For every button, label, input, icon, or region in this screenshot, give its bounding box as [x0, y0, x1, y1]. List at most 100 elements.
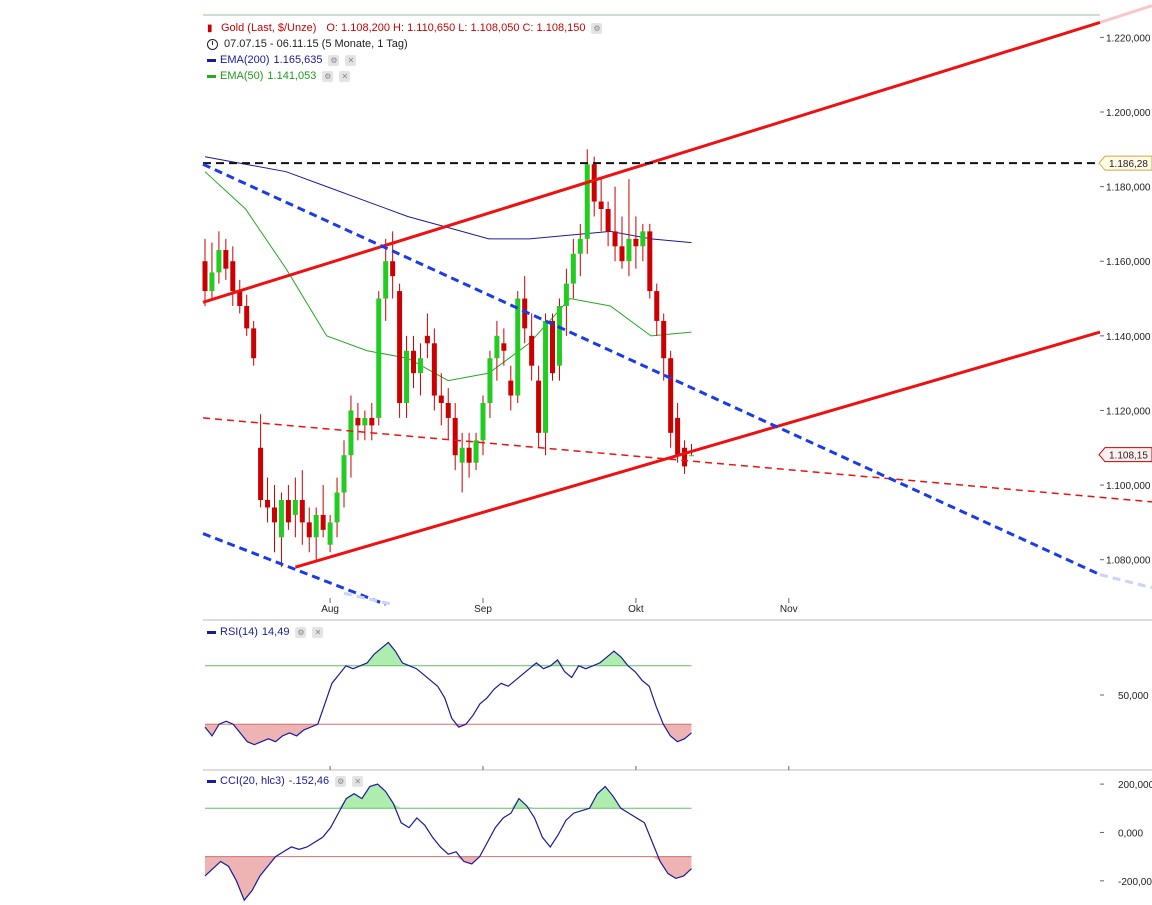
candle-body [501, 343, 507, 351]
candle-body [480, 403, 486, 441]
cci-name: CCI(20, hlc3) [220, 775, 285, 787]
candle-body [612, 231, 618, 247]
price-tag [1098, 155, 1152, 171]
candle-body [661, 320, 667, 359]
candle-body [598, 201, 604, 209]
candle-body [584, 164, 590, 239]
downtrend-channel-lower-extension [343, 591, 393, 606]
candle-body [417, 358, 423, 374]
close-icon[interactable]: ✕ [345, 54, 357, 66]
cci-legend: CCI(20, hlc3) -.152,46 ⚙ ✕ [207, 773, 364, 789]
x-tick-label: Sep [474, 604, 492, 615]
close-icon[interactable]: ✕ [339, 70, 351, 82]
cci-line [204, 783, 692, 902]
settings-gear-icon[interactable]: ⚙ [335, 775, 347, 787]
settings-gear-icon[interactable]: ⚙ [591, 22, 603, 34]
y-tick-label: 1.140,000 [1106, 332, 1151, 343]
ema200-line [204, 156, 692, 244]
candle-body [431, 343, 437, 396]
candle-body [202, 261, 208, 292]
candle-body [494, 335, 500, 359]
y-tick-label: 1.180,000 [1106, 183, 1151, 194]
close-icon[interactable]: ✕ [312, 626, 324, 638]
ema200-swatch [207, 58, 216, 62]
rsi-y-tick-label: 50,000 [1118, 691, 1149, 702]
candle-body [278, 500, 284, 538]
candle-body [369, 417, 375, 426]
candle-body [397, 291, 403, 403]
candle-body [605, 209, 611, 232]
candle-body [299, 500, 305, 523]
candle-body [313, 514, 319, 538]
y-tick-label: 1.120,000 [1106, 406, 1151, 417]
candle-body [473, 440, 479, 463]
candle-body [355, 417, 361, 426]
y-tick-label: 1.220,000 [1106, 33, 1151, 44]
legend-ohlc: O: 1.108,200 H: 1.110,650 L: 1.108,050 C… [326, 22, 586, 34]
candle-body [362, 417, 368, 426]
settings-gear-icon[interactable]: ⚙ [295, 626, 307, 638]
legend-ema200: EMA(200) [220, 54, 270, 66]
candle-body [411, 350, 416, 374]
candle-body [424, 335, 430, 344]
candle-body [223, 250, 229, 269]
candle-body [452, 417, 458, 456]
candle-body [306, 522, 312, 538]
price-tag-label: 1.186,28 [1109, 159, 1148, 170]
downtrend-channel-upper-extension [1099, 573, 1152, 590]
legend-ema50-value: 1.141,053 [267, 70, 317, 82]
candle-body [529, 335, 535, 366]
settings-gear-icon[interactable]: ⚙ [322, 70, 334, 82]
candle-body [508, 380, 514, 396]
rsi-line [204, 641, 692, 746]
legend-ema200-value: 1.165,635 [273, 54, 323, 66]
ema50-swatch [207, 74, 216, 78]
rsi-name: RSI(14) [220, 626, 258, 638]
main-legend: ▮ Gold (Last, $/Unze) O: 1.108,200 H: 1.… [207, 20, 603, 84]
x-tick-label: Okt [628, 604, 644, 615]
cci-value: -.152,46 [288, 775, 330, 787]
candle-body [577, 238, 583, 254]
candle-body [237, 291, 243, 306]
price-tag [1098, 447, 1152, 463]
settings-gear-icon[interactable]: ⚙ [328, 54, 340, 66]
candle-body [445, 403, 451, 418]
x-tick-label: Aug [321, 604, 339, 615]
legend-period-row: 07.07.15 - 06.11.15 (5 Monate, 1 Tag) [207, 36, 602, 52]
candle-body [320, 514, 326, 530]
close-icon[interactable]: ✕ [352, 775, 364, 787]
candle-body [522, 298, 528, 329]
candle-body [591, 164, 597, 202]
candle-body [265, 500, 271, 508]
lower-trendline [294, 330, 1101, 569]
candle-body [327, 522, 333, 545]
candle-body [626, 238, 632, 262]
rsi-value: 14,49 [261, 626, 290, 638]
candle-body [487, 358, 493, 403]
candle-body [292, 500, 298, 515]
candle-body [390, 261, 396, 277]
price-tag-label: 1.108,15 [1109, 451, 1148, 462]
candle-body [570, 253, 576, 284]
y-tick-label: 1.200,000 [1106, 108, 1151, 119]
candlestick-icon: ▮ [207, 22, 213, 34]
legend-ema50: EMA(50) [220, 70, 264, 82]
horizontal-support-line [202, 417, 1152, 503]
candle-body [536, 380, 542, 433]
y-tick-label: 1.080,000 [1106, 556, 1151, 567]
y-tick-label: 1.160,000 [1106, 257, 1151, 268]
cci-y-tick-label: 200,000 [1118, 780, 1152, 791]
candle-body [654, 291, 660, 321]
rsi-overbought-area [205, 642, 692, 666]
candle-body [668, 358, 674, 433]
ema50-line [204, 171, 692, 382]
candle-body [209, 272, 215, 292]
candle-body [348, 410, 354, 456]
candle-body [230, 261, 236, 292]
candle-body [251, 328, 257, 359]
candle-body [556, 306, 562, 366]
rsi-legend: RSI(14) 14,49 ⚙ ✕ [207, 624, 324, 640]
y-tick-label: 1.100,000 [1106, 481, 1151, 492]
candle-body [515, 298, 521, 396]
